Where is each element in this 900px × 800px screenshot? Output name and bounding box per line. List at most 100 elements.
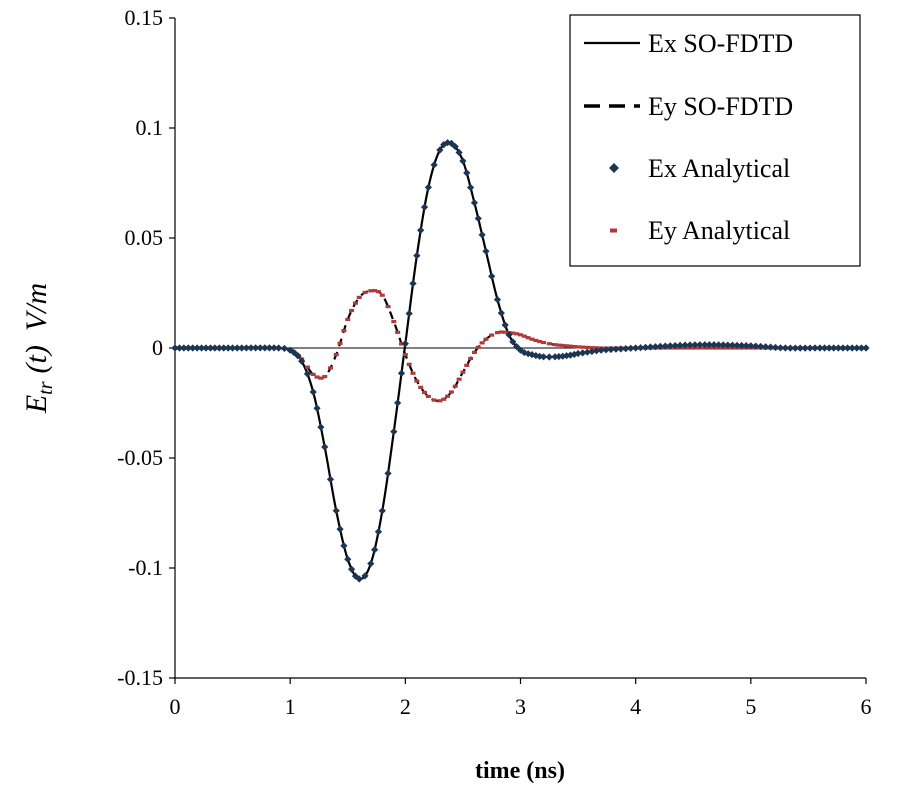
marker-ex-analytical	[224, 344, 232, 352]
marker-ex-analytical	[617, 345, 625, 353]
marker-ex-analytical	[420, 203, 429, 211]
marker-ey-analytical	[489, 333, 495, 337]
marker-ex-analytical	[801, 344, 809, 352]
x-ticks: 0 1 2 3 4 5 6	[170, 678, 872, 719]
marker-ex-analytical	[193, 344, 201, 352]
marker-ey-analytical	[452, 384, 458, 388]
marker-ex-analytical	[607, 345, 615, 354]
marker-ex-analytical	[447, 139, 455, 147]
marker-ex-analytical	[493, 296, 502, 304]
marker-ey-analytical	[327, 366, 333, 370]
marker-ex-analytical	[696, 341, 704, 349]
marker-ex-analytical	[834, 344, 842, 352]
marker-ex-analytical	[175, 344, 184, 352]
marker-ex-analytical	[757, 342, 765, 351]
marker-ex-analytical	[762, 343, 770, 351]
marker-ex-analytical	[559, 352, 567, 360]
marker-ex-analytical	[728, 341, 737, 349]
marker-ex-analytical	[781, 344, 789, 352]
marker-ex-analytical	[719, 341, 727, 349]
marker-ex-analytical	[409, 279, 417, 288]
marker-ex-analytical	[265, 344, 274, 352]
marker-ex-analytical	[280, 344, 289, 353]
marker-ey-analytical	[460, 370, 466, 374]
marker-ex-analytical	[238, 344, 246, 352]
marker-ey-analytical	[537, 339, 543, 344]
marker-ey-analytical	[349, 308, 355, 313]
y-tick-label: 0.05	[125, 225, 164, 250]
marker-ex-analytical	[497, 309, 505, 317]
marker-ex-analytical	[524, 350, 532, 358]
marker-ex-analytical	[451, 142, 459, 151]
marker-ex-analytical	[806, 344, 814, 352]
marker-ex-analytical	[579, 349, 587, 357]
marker-ey-analytical	[345, 317, 351, 321]
marker-ex-analytical	[184, 344, 192, 352]
x-axis-label: time (ns)	[475, 758, 565, 784]
marker-ex-analytical	[857, 344, 865, 352]
marker-ex-analytical	[417, 226, 425, 234]
marker-ey-analytical	[385, 305, 391, 309]
marker-ex-analytical	[189, 344, 197, 352]
marker-ex-analytical	[367, 560, 375, 568]
marker-ex-analytical	[676, 341, 684, 349]
marker-ex-analytical	[691, 341, 699, 349]
y-tick-label: -0.1	[128, 555, 163, 580]
marker-ex-analytical	[332, 507, 340, 515]
marker-ex-analytical	[340, 542, 348, 550]
marker-ex-analytical	[811, 344, 819, 352]
marker-ex-analytical	[351, 572, 360, 580]
marker-ex-analytical	[206, 344, 215, 352]
marker-ex-analytical	[651, 343, 660, 351]
marker-ex-analytical	[566, 351, 575, 359]
marker-ey-analytical	[318, 376, 324, 380]
x-tick-label: 5	[745, 694, 756, 719]
marker-ey-analytical	[372, 289, 378, 293]
legend-label: Ey Analytical	[648, 216, 790, 245]
marker-ey-analytical	[475, 345, 481, 349]
marker-ex-analytical	[597, 346, 605, 354]
marker-ex-analytical	[513, 343, 521, 351]
marker-ey-analytical	[584, 345, 590, 349]
ylabel-argument: (t)	[20, 345, 53, 373]
marker-ey-analytical	[580, 345, 586, 349]
marker-ex-analytical	[853, 344, 861, 352]
x-tick-label: 4	[630, 694, 641, 719]
marker-ey-analytical	[333, 353, 339, 357]
marker-ex-analytical	[374, 528, 383, 536]
marker-ey-analytical	[525, 336, 531, 340]
marker-ex-analytical	[401, 340, 409, 348]
legend-item: Ey Analytical	[610, 216, 790, 245]
marker-ey-analytical	[341, 329, 347, 333]
marker-ey-analytical	[456, 377, 462, 381]
marker-ex-analytical	[443, 139, 452, 147]
marker-ex-analytical	[671, 341, 679, 350]
marker-ey-analytical	[437, 399, 443, 403]
y-tick-label: 0	[152, 335, 163, 360]
marker-ex-analytical	[313, 404, 321, 412]
marker-ey-analytical	[479, 341, 485, 345]
marker-ex-analytical	[309, 388, 317, 396]
marker-ex-analytical	[701, 341, 709, 349]
marker-ex-analytical	[592, 347, 601, 355]
legend-swatch	[609, 163, 619, 173]
marker-ey-analytical	[502, 330, 508, 334]
marker-ex-analytical	[733, 341, 741, 349]
marker-ey-analytical	[368, 289, 374, 293]
marker-ex-analytical	[588, 347, 596, 356]
marker-ex-analytical	[776, 344, 785, 352]
marker-ey-analytical	[510, 331, 516, 335]
marker-ey-analytical	[375, 290, 381, 294]
marker-ex-analytical	[171, 344, 179, 352]
marker-ex-analytical	[843, 344, 852, 352]
marker-ex-analytical	[424, 183, 432, 191]
marker-ex-analytical	[361, 572, 369, 580]
marker-ex-analytical	[705, 341, 713, 349]
marker-ex-analytical	[536, 352, 544, 360]
marker-ex-analytical	[233, 344, 241, 352]
marker-ex-analytical	[482, 247, 490, 255]
legend-swatch	[610, 228, 617, 233]
marker-ex-analytical	[848, 344, 856, 352]
marker-ey-analytical	[314, 375, 320, 379]
marker-ex-analytical	[545, 353, 553, 361]
